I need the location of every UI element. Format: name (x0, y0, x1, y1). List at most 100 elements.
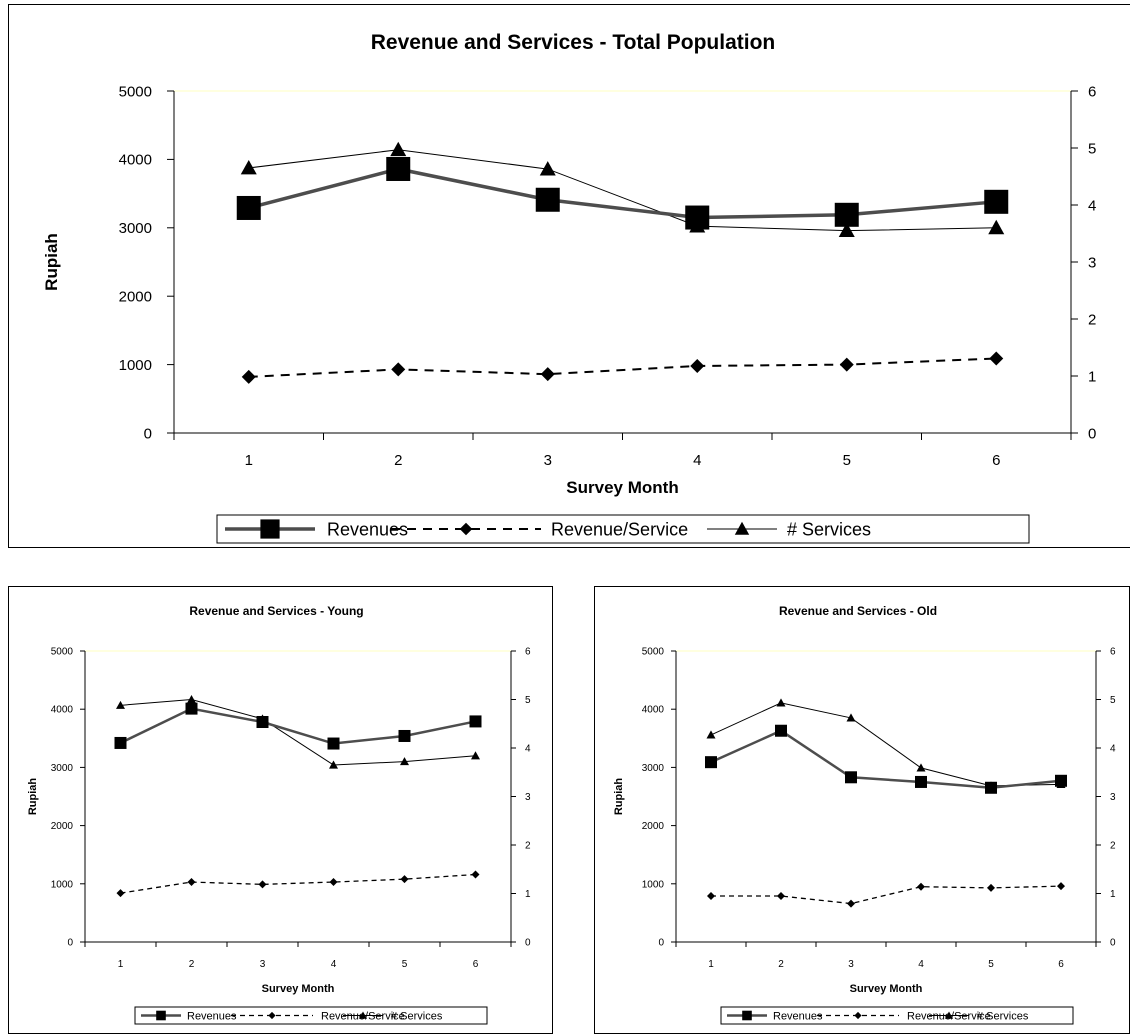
point-services (776, 698, 786, 707)
y-tick-label-left: 5000 (642, 647, 665, 658)
point-revenues (327, 737, 340, 750)
y-tick-label-left: 0 (144, 425, 152, 442)
y-tick-label-left: 0 (658, 938, 664, 949)
x-axis-title: Survey Month (850, 983, 923, 995)
point-services (988, 219, 1005, 235)
point-revenue-per-service (707, 892, 715, 901)
point-revenue-per-service (690, 358, 705, 373)
legend-marker-services (734, 521, 750, 535)
point-revenue-per-service (847, 899, 855, 908)
y-tick-label-left: 3000 (51, 763, 74, 774)
legend-box (134, 1006, 488, 1025)
y-axis-title: Rupiah (42, 233, 61, 291)
x-tick-label: 1 (708, 959, 714, 970)
y-tick-label-left: 3000 (642, 763, 665, 774)
point-revenues (256, 716, 269, 729)
series-line-services (710, 702, 1062, 787)
point-revenues (985, 781, 997, 794)
y-tick-label-right: 4 (1088, 197, 1096, 214)
point-revenue-per-service (400, 875, 409, 884)
point-revenue-per-service (540, 367, 555, 382)
point-services (390, 141, 407, 157)
y-tick-label-left: 5000 (119, 83, 152, 100)
point-revenues (775, 724, 787, 737)
series-line-revenues (248, 167, 997, 220)
point-revenues (386, 156, 411, 181)
series-line-services (120, 698, 476, 766)
y-tick-label-left: 4000 (51, 705, 74, 716)
point-revenue-per-service (116, 889, 125, 898)
series-line-revenues (119, 707, 476, 745)
y-tick-label-right: 3 (1088, 254, 1096, 271)
point-services (329, 760, 338, 769)
point-services (539, 161, 556, 176)
x-tick-label: 3 (260, 959, 266, 970)
chart-title: Revenue and Services - Young (189, 604, 363, 618)
point-revenues (685, 205, 710, 230)
point-revenue-per-service (839, 357, 854, 372)
x-tick-label: 2 (778, 959, 784, 970)
point-services (187, 695, 196, 704)
point-services (916, 763, 926, 772)
point-revenues (469, 715, 482, 728)
point-revenue-per-service (987, 883, 995, 892)
y-tick-label-left: 0 (67, 938, 73, 949)
y-tick-label-left: 5000 (51, 647, 74, 658)
point-revenue-per-service (777, 892, 785, 901)
legend-marker-services (944, 1011, 954, 1019)
y-tick-label-right: 0 (525, 938, 531, 949)
chart-svg: Revenue and Services - Old 0 1000 2000 3000 4… (613, 604, 1116, 1025)
x-tick-label: 6 (473, 959, 479, 970)
point-revenues (1055, 774, 1067, 787)
x-tick-label: 6 (992, 452, 1000, 469)
y-tick-label-right: 6 (1088, 83, 1096, 100)
y-tick-label-right: 2 (1110, 841, 1116, 852)
point-services (116, 700, 125, 709)
chart-title: Revenue and Services - Old (779, 604, 937, 618)
point-revenues (535, 187, 560, 212)
point-services (471, 751, 480, 760)
legend-marker-services (358, 1011, 368, 1019)
y-tick-label-left: 2000 (51, 821, 74, 832)
legend-label-revenue-per-service: Revenue/Service (551, 519, 688, 539)
point-revenues (705, 756, 717, 769)
y-tick-label-right: 3 (1110, 792, 1116, 803)
series-line-revenue-per-service (248, 357, 997, 378)
point-services (846, 713, 856, 722)
x-tick-label: 3 (848, 959, 854, 970)
point-revenues (398, 729, 411, 742)
point-revenue-per-service (471, 870, 480, 879)
x-tick-label: 3 (544, 452, 552, 469)
legend-label-services: # Services (787, 519, 871, 539)
legend-marker-revenues (156, 1010, 166, 1021)
y-tick-label-right: 4 (1110, 744, 1116, 755)
series-line-revenues (710, 729, 1062, 790)
x-tick-label: 5 (988, 959, 994, 970)
point-revenue-per-service (241, 369, 256, 384)
x-tick-label: 1 (245, 452, 253, 469)
legend-label-revenues: Revenues (327, 519, 408, 539)
y-tick-label-right: 1 (525, 889, 531, 900)
point-revenue-per-service (1057, 882, 1065, 891)
x-tick-label: 4 (331, 959, 337, 970)
point-revenues (915, 775, 927, 788)
point-services (706, 730, 716, 739)
y-tick-label-left: 1000 (119, 357, 152, 374)
y-tick-label-left: 1000 (51, 879, 74, 890)
y-tick-label-right: 4 (525, 744, 531, 755)
y-tick-label-left: 3000 (119, 220, 152, 237)
x-axis-title: Survey Month (566, 478, 678, 497)
chart-svg: Revenue and Services - Young 0 1000 2000 300… (27, 604, 531, 1025)
x-tick-label: 5 (402, 959, 408, 970)
point-revenue-per-service (391, 362, 406, 377)
x-tick-label: 5 (843, 452, 851, 469)
point-revenue-per-service (258, 880, 267, 889)
x-tick-label: 2 (189, 959, 195, 970)
legend-label-revenues: Revenues (187, 1010, 237, 1022)
y-tick-label-right: 5 (525, 695, 531, 706)
point-revenue-per-service (329, 878, 338, 887)
point-revenue-per-service (917, 882, 925, 891)
y-tick-label-right: 1 (1110, 889, 1116, 900)
legend-marker-revenues (260, 519, 280, 539)
point-revenues (834, 202, 859, 227)
